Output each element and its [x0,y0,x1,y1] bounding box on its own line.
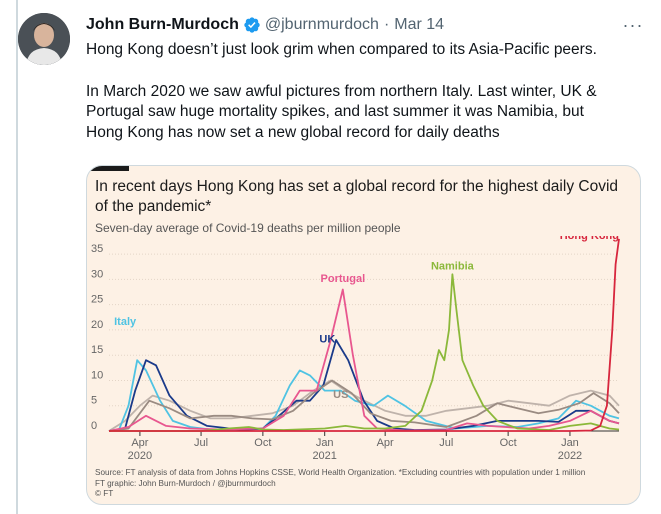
source-line: FT graphic: John Burn-Murdoch / @jburnmu… [95,478,276,488]
y-tick-label: 5 [91,395,97,407]
y-tick-label: 10 [91,369,103,381]
series-label-hong-kong: Hong Kong [560,236,619,242]
series-line-us [108,379,620,432]
chart-title-line: of the pandemic* [95,198,212,215]
series-line-uk [108,339,620,432]
verified-badge-icon [243,16,261,34]
chart-title-line: In recent days Hong Kong has set a globa… [95,178,619,195]
y-tick-label: 25 [91,294,103,306]
y-tick-label: 15 [91,344,103,356]
series-line-hong-kong [109,238,620,432]
series-line-namibia [109,273,620,432]
series-label-portugal: Portugal [321,273,366,285]
tweet-text-line: Hong Kong has now set a new global recor… [86,123,500,141]
x-tick-label: Jul [439,437,453,449]
chart-source: Source: FT analysis of data from Johns H… [95,468,585,500]
avatar-image [18,13,70,65]
y-tick-label: 35 [91,243,103,255]
x-tick-label: Apr [131,437,148,449]
chart-title: In recent days Hong Kong has set a globa… [95,177,618,217]
series-label-us: US [333,389,348,401]
series-label-uk: UK [319,334,335,346]
x-tick-year: 2022 [558,450,582,462]
x-tick-label: Oct [254,437,271,449]
tweet-text-line: Hong Kong doesn’t just look grim when co… [86,41,597,58]
tweet-date[interactable]: Mar 14 [394,16,445,33]
avatar[interactable] [18,13,70,65]
x-tick-label: Jan [561,437,579,449]
x-tick-label: Apr [377,437,394,449]
tweet-header: John Burn-Murdoch @jburnmurdoch · Mar 14 [86,14,444,36]
y-tick-label: 30 [91,268,103,280]
x-tick-year: 2021 [312,450,336,462]
source-line: Source: FT analysis of data from Johns H… [95,468,586,477]
series-line-italy [108,359,620,432]
tweet-text-line: In March 2020 we saw awful pictures from… [86,82,597,100]
author-handle[interactable]: @jburnmurdoch [264,16,379,33]
x-tick-label: Jul [194,437,208,449]
series-label-italy: Italy [114,316,137,328]
tweet-media-chart[interactable]: In recent days Hong Kong has set a globa… [86,165,641,505]
separator-dot: · [383,16,390,33]
ft-brand-bar [87,166,129,171]
more-options-icon[interactable]: ··· [622,14,644,35]
source-line: © FT [95,489,114,498]
y-tick-label: 20 [91,319,103,331]
x-tick-year: 2020 [128,450,152,462]
tweet-text: Hong Kong doesn’t just look grim when co… [86,40,646,143]
author-name[interactable]: John Burn-Murdoch [86,16,239,33]
tweet-text-line: Portugal saw huge mortality spikes, and … [86,103,584,120]
series-label-namibia: Namibia [431,260,475,272]
y-tick-label: 0 [91,420,97,432]
chart-subtitle: Seven-day average of Covid-19 deaths per… [95,221,401,235]
series-line-portugal [108,288,620,432]
thread-line [16,0,18,514]
x-tick-label: Oct [500,437,517,449]
x-tick-label: Jan [316,437,334,449]
